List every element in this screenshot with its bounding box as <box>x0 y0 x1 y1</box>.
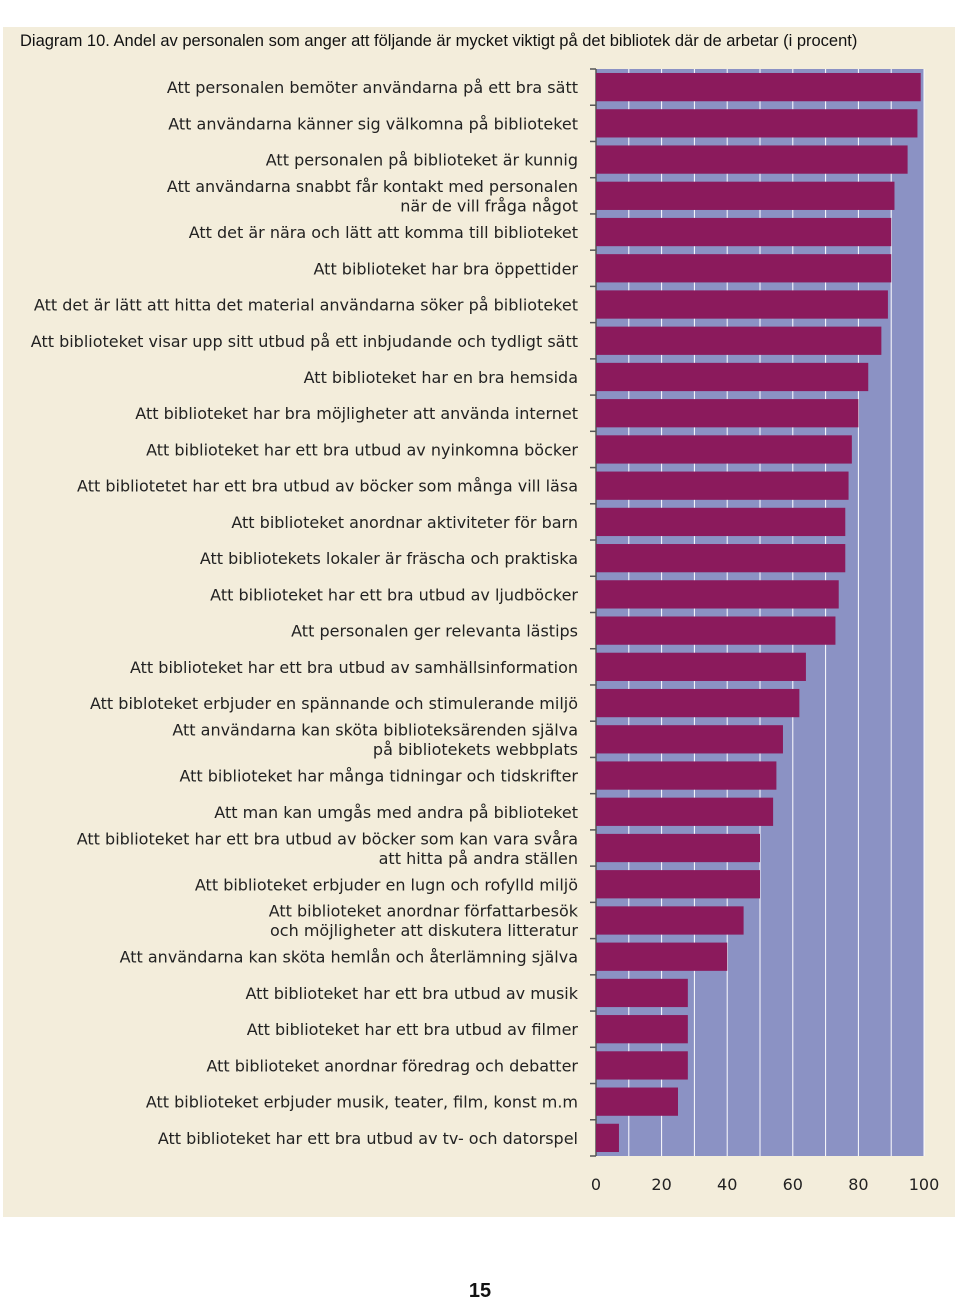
x-tick-label: 60 <box>783 1175 803 1194</box>
category-label: Att biblioteket har ett bra utbud av böc… <box>77 829 578 868</box>
bar <box>596 688 800 718</box>
bar <box>596 616 836 645</box>
bar <box>596 942 728 971</box>
bar <box>596 145 908 174</box>
category-label: Att biblioteket erbjuder musik, teater, … <box>146 1093 578 1112</box>
bar <box>596 362 869 392</box>
category-label: Att biblioteket har bra öppettider <box>314 259 579 278</box>
x-tick-label: 80 <box>848 1175 868 1194</box>
bar <box>596 72 921 102</box>
bar <box>596 761 777 790</box>
category-label: Att biblioteket har bra möjligheter att … <box>135 404 578 423</box>
category-label: Att personalen på biblioteket är kunnig <box>266 151 578 170</box>
bar <box>596 1087 678 1116</box>
bar <box>596 399 859 428</box>
bar <box>596 797 774 826</box>
bar <box>596 580 839 609</box>
category-label: Att biblioteket visar upp sitt utbud på … <box>31 332 578 351</box>
bar <box>596 181 895 210</box>
x-tick-label: 100 <box>909 1175 940 1194</box>
bar <box>596 652 806 681</box>
category-label: Att användarna kan sköta biblioteksärend… <box>172 721 578 760</box>
category-label: Att biblioteket anordnar författarbesök o… <box>269 902 579 941</box>
category-label: Att biblioteket har ett bra utbud av lju… <box>210 585 578 604</box>
bar <box>596 1123 619 1153</box>
category-label: Att biblioteket har ett bra utbud av sam… <box>130 658 578 677</box>
bar <box>596 544 846 573</box>
category-label: Att biblioteket har ett bra utbud av nyi… <box>146 440 578 459</box>
x-tick-label: 40 <box>717 1175 737 1194</box>
bar <box>596 978 688 1008</box>
category-label: Att biblioteket har ett bra utbud av fil… <box>247 1020 579 1039</box>
category-label: Att personalen bemöter användarna på ett… <box>167 78 578 97</box>
bar <box>596 435 852 464</box>
bar <box>596 833 760 863</box>
bar <box>596 326 882 355</box>
bar <box>596 217 892 247</box>
bar <box>596 109 918 138</box>
category-label: Att personalen ger relevanta lästips <box>291 622 578 641</box>
x-tick-label: 0 <box>591 1175 601 1194</box>
bar <box>596 906 744 935</box>
category-label: Att man kan umgås med andra på bibliotek… <box>214 803 578 822</box>
category-label: Att biblioteket anordnar föredrag och de… <box>206 1056 578 1075</box>
category-label: Att användarna kan sköta hemlån och åter… <box>120 948 578 967</box>
category-label: Att biblioteket har ett bra utbud av mus… <box>245 984 578 1003</box>
bar <box>596 290 888 319</box>
category-label: Att biblioteket har många tidningar och … <box>179 767 578 786</box>
bar <box>596 1015 688 1044</box>
category-label: Att biblioteket har ett bra utbud av tv-… <box>158 1129 578 1148</box>
category-label: Att biblioteket har en bra hemsida <box>304 368 578 387</box>
bar <box>596 507 846 537</box>
category-label: Att det är lätt att hitta det material a… <box>34 296 578 315</box>
bar <box>596 471 849 500</box>
category-label: Att biblioteket anordnar aktiviteter för… <box>231 513 578 532</box>
bar <box>596 1051 688 1080</box>
bar <box>596 870 760 899</box>
category-label: Att det är nära och lätt att komma till … <box>189 223 578 242</box>
chart-title: Diagram 10. Andel av personalen som ange… <box>20 32 858 50</box>
category-label: Att bibloteket erbjuder en spännande och… <box>90 694 578 713</box>
category-label: Att biblioteket erbjuder en lugn och rof… <box>195 875 578 894</box>
bar <box>596 725 783 754</box>
bar <box>596 254 892 283</box>
category-label: Att användarna snabbt får kontakt med pe… <box>167 177 578 216</box>
page-number: 15 <box>468 1280 492 1302</box>
category-label: Att användarna känner sig välkomna på bi… <box>168 114 578 133</box>
category-label: Att bibliotekets lokaler är fräscha och … <box>200 549 578 568</box>
x-tick-label: 20 <box>651 1175 671 1194</box>
category-label: Att bibliotetet har ett bra utbud av böc… <box>77 477 578 496</box>
